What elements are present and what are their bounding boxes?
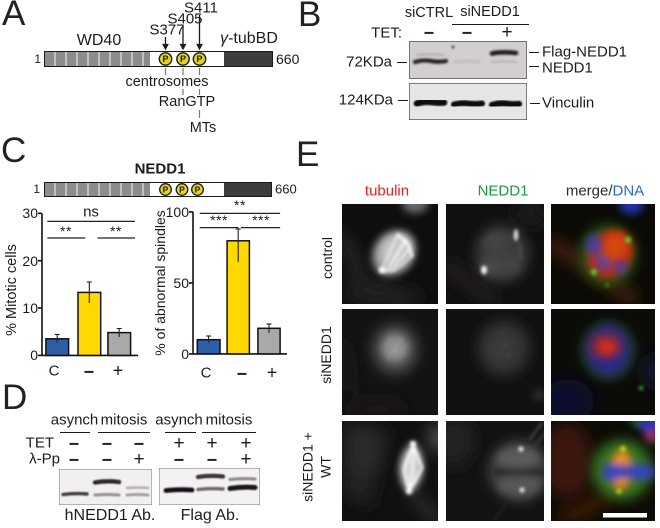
svg-text:P: P — [179, 185, 185, 195]
svg-text:P: P — [163, 185, 169, 195]
svg-text:P: P — [180, 54, 186, 64]
svg-text:P: P — [162, 54, 168, 64]
svg-text:P: P — [196, 54, 202, 64]
svg-text:P: P — [195, 185, 201, 195]
